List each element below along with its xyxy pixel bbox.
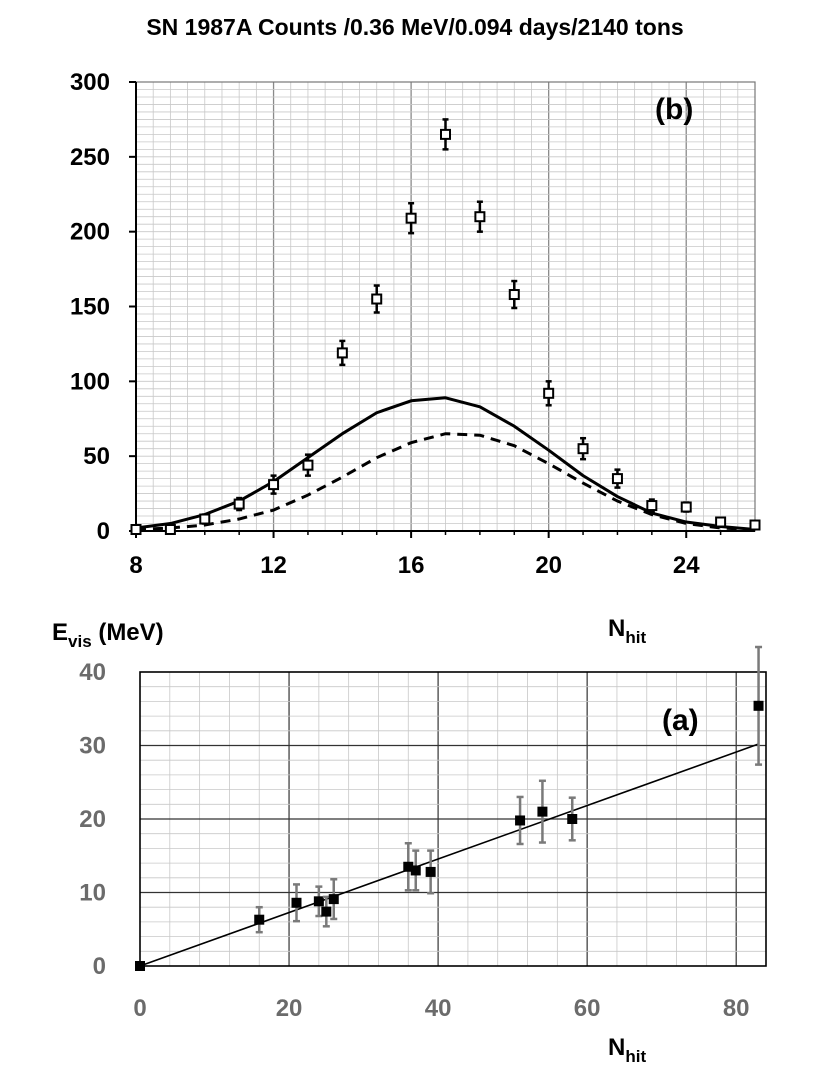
panel-b-data-point [164, 524, 176, 536]
panel-a-label: (a) [662, 704, 699, 737]
panel-a-data-point [135, 961, 145, 971]
panel-b-data-point [543, 387, 555, 399]
panel-b-xtick-label: 8 [129, 552, 142, 579]
panel-b-data-point [336, 347, 348, 359]
panel-a-data-point [537, 806, 548, 817]
panel-b-data-point [130, 524, 142, 536]
panel-a-xtick-label: 60 [574, 995, 601, 1022]
panel-b-data-point [233, 498, 245, 510]
panel-b-data-point [405, 212, 417, 224]
panel-a-ytick-label: 30 [79, 733, 106, 760]
panel-a-xtick-label: 20 [276, 995, 303, 1022]
panel-b-label: (b) [655, 93, 693, 126]
panel-b-data-point [440, 128, 451, 140]
panel-a-ytick-label: 40 [79, 659, 106, 686]
panel-b-data-point [680, 501, 692, 513]
panel-a-data-point [410, 865, 421, 876]
panel-a-grid [140, 672, 766, 966]
panel-a-data-point [328, 894, 339, 905]
panel-a-data-point [753, 700, 764, 711]
panel-b-data-point [474, 211, 486, 223]
panel-b-ytick-label: 0 [97, 518, 110, 545]
panel-b-data-point [508, 289, 520, 301]
panel-a-data-point [291, 897, 302, 908]
panel-a-xtick-label: 80 [723, 995, 750, 1022]
panel-a-y-axis-label: Evis (MeV) [52, 619, 164, 651]
panel-b-dashed-curve [135, 432, 756, 532]
panel-a-data-point [321, 906, 332, 917]
panel-a-ytick-label: 0 [93, 953, 106, 980]
panel-a-ytick-label: 10 [79, 880, 106, 907]
panel-b-grid [135, 81, 756, 532]
panel-b-data-point [577, 443, 589, 455]
panel-a-data-point [567, 814, 578, 824]
panel-b-xtick-label: 16 [398, 552, 425, 579]
panel-b-data-point [749, 519, 761, 531]
panel-b-ytick-label: 150 [70, 294, 110, 321]
panel-b-data-point [268, 479, 280, 491]
panel-b-xtick-label: 20 [535, 552, 562, 579]
panel-b-data-point [371, 293, 383, 305]
panel-b-xtick-label: 12 [260, 552, 287, 579]
panel-a-ytick-label: 20 [79, 806, 106, 833]
panel-a-data-point [515, 815, 526, 826]
panel-a-xtick-label: 40 [425, 995, 452, 1022]
panel-a-data-point [425, 866, 436, 877]
panel-a-data-point [313, 896, 324, 907]
panel-b-ytick-label: 100 [70, 368, 110, 395]
panel-a-frame [139, 671, 767, 967]
panel-a-x-axis-label: Nhit [608, 1034, 646, 1066]
panel-b-data-point [715, 516, 727, 528]
panel-a-xtick-label: 0 [133, 995, 146, 1022]
panel-b-data-point [199, 513, 211, 525]
panel-b-data-point [611, 473, 623, 485]
panel-b-x-axis-label: Nhit [608, 615, 646, 647]
panel-b-ytick-label: 300 [70, 69, 110, 96]
panel-b-data-point [302, 459, 314, 471]
panel-b-data-point [646, 500, 658, 512]
panel-b-ytick-label: 200 [70, 219, 110, 246]
panel-a-data-point [254, 914, 265, 925]
panel-b-ytick-label: 50 [83, 443, 110, 470]
chart-title: SN 1987A Counts /0.36 MeV/0.094 days/214… [146, 14, 684, 40]
panel-a-fit-line [139, 743, 759, 967]
panel-b-ytick-label: 250 [70, 144, 110, 171]
panel-b-xtick-label: 24 [673, 552, 700, 579]
